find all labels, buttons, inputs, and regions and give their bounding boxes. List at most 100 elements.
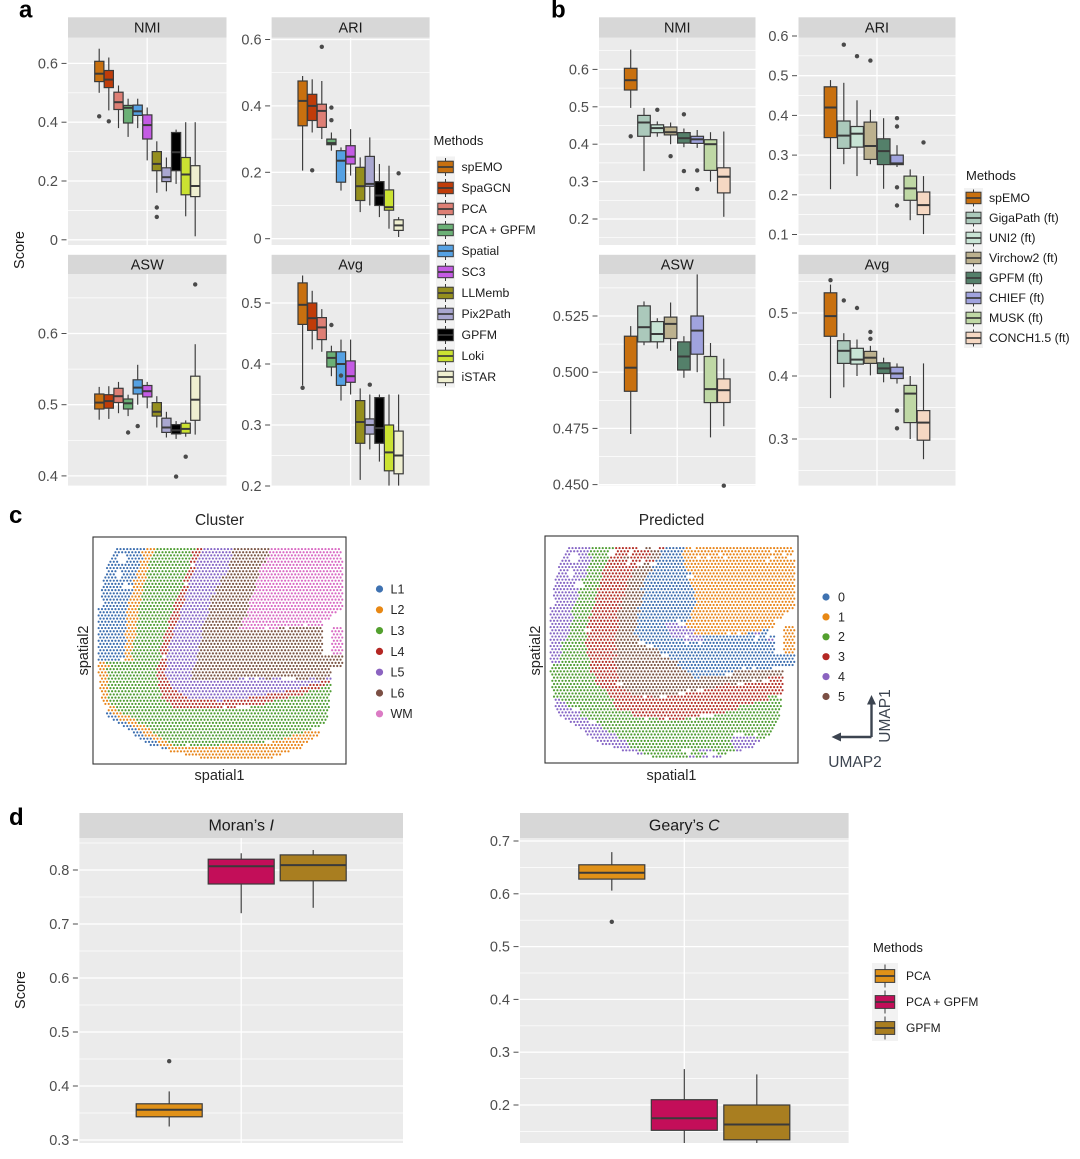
svg-text:Avg: Avg xyxy=(338,257,363,273)
svg-text:Score: Score xyxy=(12,231,28,269)
svg-text:0.5: 0.5 xyxy=(38,398,58,414)
svg-text:0.4: 0.4 xyxy=(768,108,788,124)
svg-text:0.500: 0.500 xyxy=(553,365,589,381)
svg-text:0.5: 0.5 xyxy=(490,940,510,956)
svg-text:CONCH1.5 (ft): CONCH1.5 (ft) xyxy=(989,331,1070,345)
svg-text:SpaGCN: SpaGCN xyxy=(462,181,511,195)
svg-text:Virchow2 (ft): Virchow2 (ft) xyxy=(989,251,1058,265)
svg-text:spEMO: spEMO xyxy=(989,191,1030,205)
svg-text:Cluster: Cluster xyxy=(195,512,244,529)
svg-text:c: c xyxy=(9,502,22,529)
svg-text:0.4: 0.4 xyxy=(768,369,788,385)
svg-text:Predicted: Predicted xyxy=(639,512,704,529)
svg-text:0.4: 0.4 xyxy=(569,137,589,153)
svg-text:spatial2: spatial2 xyxy=(528,626,544,676)
svg-text:PCA: PCA xyxy=(906,969,931,983)
svg-text:PCA + GPFM: PCA + GPFM xyxy=(906,995,978,1009)
svg-text:0.6: 0.6 xyxy=(38,327,58,343)
svg-text:L2: L2 xyxy=(391,603,405,617)
svg-text:0.4: 0.4 xyxy=(49,1079,69,1095)
svg-text:0.1: 0.1 xyxy=(768,228,788,244)
svg-text:SC3: SC3 xyxy=(462,265,486,279)
svg-text:0.2: 0.2 xyxy=(241,165,261,181)
svg-text:Loki: Loki xyxy=(462,349,485,363)
svg-text:L6: L6 xyxy=(391,686,405,700)
svg-text:0.2: 0.2 xyxy=(241,479,261,495)
svg-text:4: 4 xyxy=(838,670,845,684)
svg-text:GPFM: GPFM xyxy=(906,1021,941,1035)
svg-text:0.2: 0.2 xyxy=(569,212,589,228)
svg-text:0.6: 0.6 xyxy=(49,971,69,987)
svg-text:Methods: Methods xyxy=(434,133,484,148)
svg-text:0.4: 0.4 xyxy=(38,469,58,485)
svg-text:0.6: 0.6 xyxy=(490,887,510,903)
svg-text:0.7: 0.7 xyxy=(49,917,69,933)
svg-text:UNI2 (ft): UNI2 (ft) xyxy=(989,231,1035,245)
svg-text:GPFM (ft): GPFM (ft) xyxy=(989,271,1043,285)
svg-text:Moran’s I: Moran’s I xyxy=(208,818,274,835)
svg-text:LLMemb: LLMemb xyxy=(462,286,510,300)
svg-text:L3: L3 xyxy=(391,624,405,638)
svg-text:0.2: 0.2 xyxy=(38,174,58,190)
svg-text:Score: Score xyxy=(13,971,29,1009)
svg-text:0.5: 0.5 xyxy=(49,1025,69,1041)
svg-text:GigaPath (ft): GigaPath (ft) xyxy=(989,211,1059,225)
svg-text:MUSK (ft): MUSK (ft) xyxy=(989,311,1043,325)
svg-text:CHIEF (ft): CHIEF (ft) xyxy=(989,291,1044,305)
svg-text:PCA + GPFM: PCA + GPFM xyxy=(462,223,536,237)
svg-text:0.3: 0.3 xyxy=(768,148,788,164)
svg-text:Pix2Path: Pix2Path xyxy=(462,307,511,321)
svg-text:0.4: 0.4 xyxy=(241,99,261,115)
svg-text:0.5: 0.5 xyxy=(768,306,788,322)
svg-text:Avg: Avg xyxy=(865,257,890,273)
svg-text:3: 3 xyxy=(838,650,845,664)
svg-text:UMAP2: UMAP2 xyxy=(828,754,881,771)
svg-text:d: d xyxy=(9,804,24,831)
svg-text:0.7: 0.7 xyxy=(490,834,510,850)
svg-text:0.6: 0.6 xyxy=(768,29,788,45)
svg-text:UMAP1: UMAP1 xyxy=(877,689,894,742)
svg-text:0.8: 0.8 xyxy=(49,863,69,879)
svg-text:0.525: 0.525 xyxy=(553,309,589,325)
svg-text:0.4: 0.4 xyxy=(38,115,58,131)
svg-text:0.3: 0.3 xyxy=(49,1133,69,1149)
svg-text:spatial1: spatial1 xyxy=(195,768,245,784)
svg-text:spatial1: spatial1 xyxy=(647,768,697,784)
svg-text:NMI: NMI xyxy=(134,20,161,36)
svg-text:0.6: 0.6 xyxy=(569,62,589,78)
svg-text:PCA: PCA xyxy=(462,202,488,216)
svg-text:b: b xyxy=(551,0,566,24)
svg-text:a: a xyxy=(19,0,33,24)
svg-text:0: 0 xyxy=(50,233,58,249)
svg-text:0: 0 xyxy=(838,590,845,604)
svg-text:1: 1 xyxy=(838,610,845,624)
svg-text:L4: L4 xyxy=(391,645,405,659)
svg-text:0.5: 0.5 xyxy=(569,100,589,116)
svg-text:0.2: 0.2 xyxy=(768,188,788,204)
svg-text:0: 0 xyxy=(254,232,262,248)
svg-text:Methods: Methods xyxy=(966,168,1016,183)
svg-text:GPFM: GPFM xyxy=(462,328,498,342)
svg-text:0.6: 0.6 xyxy=(241,33,261,49)
svg-text:NMI: NMI xyxy=(664,20,691,36)
svg-text:ARI: ARI xyxy=(339,20,363,36)
svg-text:0.450: 0.450 xyxy=(553,478,589,494)
svg-text:L1: L1 xyxy=(391,582,405,596)
svg-text:L5: L5 xyxy=(391,666,405,680)
svg-text:0.3: 0.3 xyxy=(569,175,589,191)
svg-text:5: 5 xyxy=(838,690,845,704)
svg-text:0.3: 0.3 xyxy=(241,418,261,434)
svg-text:2: 2 xyxy=(838,630,845,644)
svg-text:Geary’s C: Geary’s C xyxy=(649,818,720,835)
svg-text:ASW: ASW xyxy=(661,257,694,273)
svg-text:0.3: 0.3 xyxy=(768,432,788,448)
svg-text:0.2: 0.2 xyxy=(490,1098,510,1114)
svg-text:0.5: 0.5 xyxy=(768,69,788,85)
svg-text:spatial2: spatial2 xyxy=(76,626,92,676)
svg-text:0.5: 0.5 xyxy=(241,296,261,312)
svg-text:0.4: 0.4 xyxy=(241,357,261,373)
svg-text:Methods: Methods xyxy=(873,940,923,955)
svg-text:0.3: 0.3 xyxy=(490,1045,510,1061)
svg-text:0.4: 0.4 xyxy=(490,992,510,1008)
svg-text:spEMO: spEMO xyxy=(462,160,503,174)
